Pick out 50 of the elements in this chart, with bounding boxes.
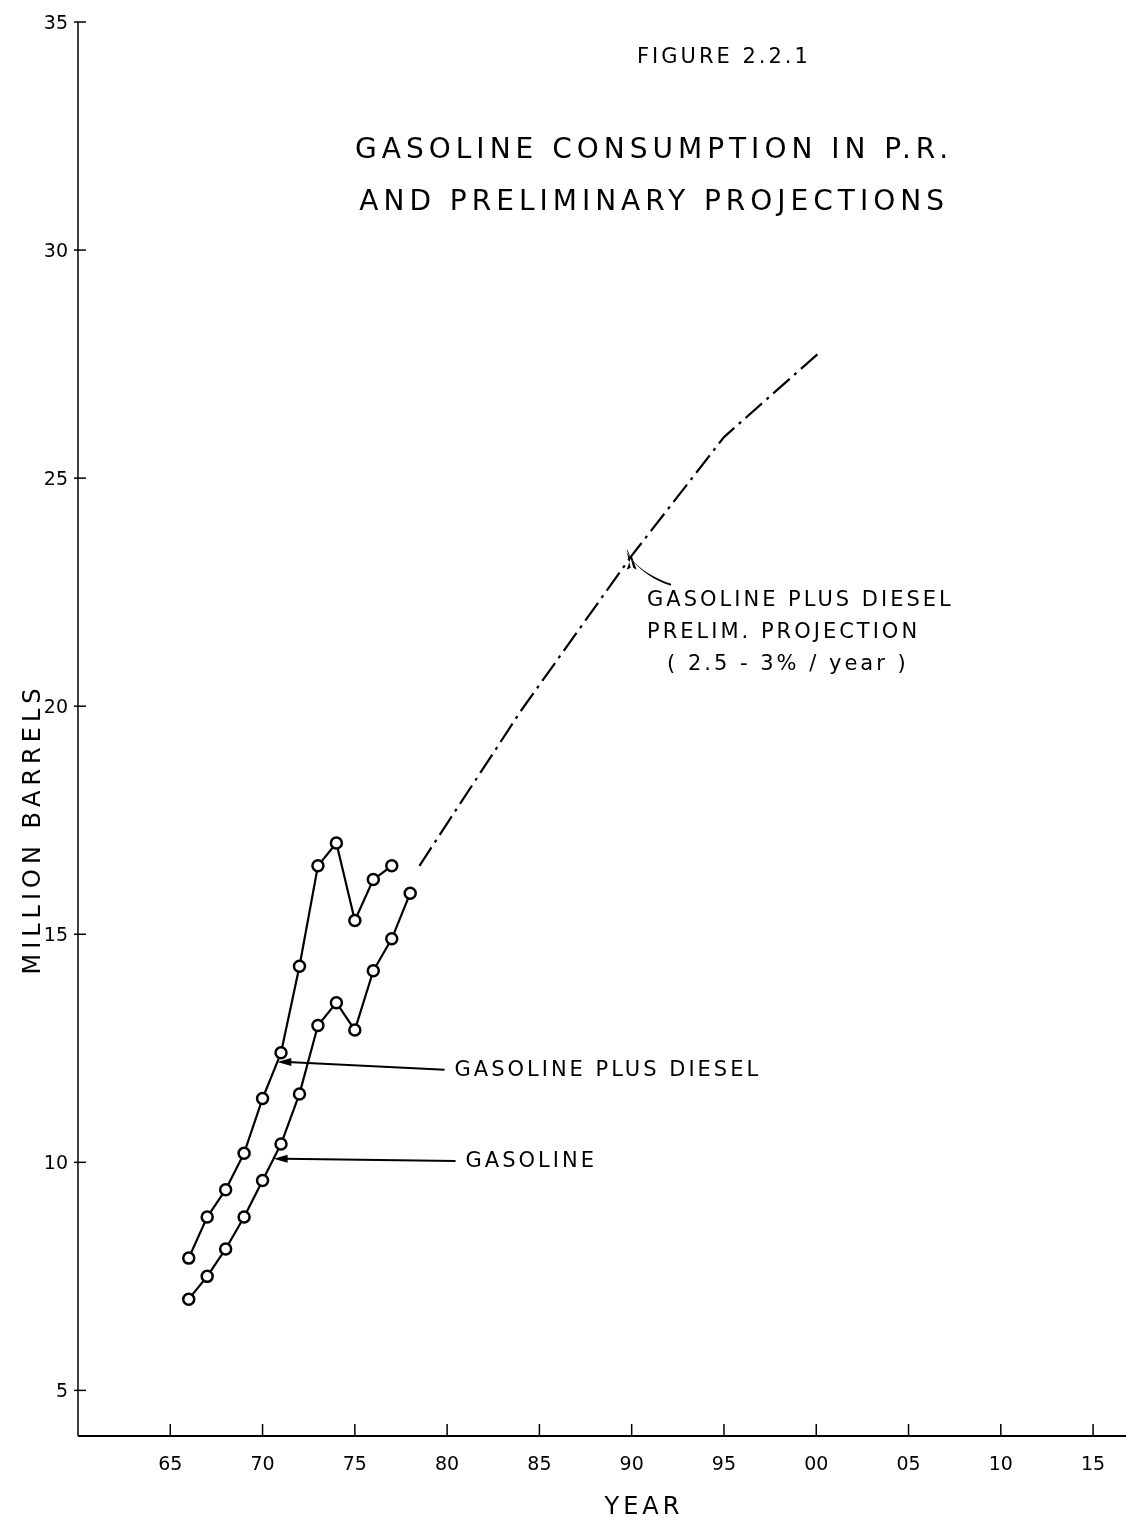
y-tick-label: 10 <box>43 1150 68 1173</box>
text: GASOLINE PLUS DIESEL <box>454 1056 762 1081</box>
point <box>181 1292 196 1306</box>
point <box>329 836 344 850</box>
x-tick-label: 65 <box>158 1452 183 1474</box>
point <box>348 913 362 928</box>
text: GASOLINE <box>465 1147 597 1172</box>
y-tick-label: 15 <box>43 922 68 945</box>
x-tick-label: 75 <box>342 1452 367 1474</box>
x-axis-title: YEAR <box>603 1492 684 1520</box>
point <box>366 872 381 887</box>
point <box>200 1269 214 1284</box>
point <box>292 959 307 973</box>
point <box>218 1182 233 1197</box>
point <box>274 1137 288 1151</box>
point <box>255 1173 270 1188</box>
point <box>385 859 399 873</box>
point <box>403 886 417 900</box>
y-tick-label: 5 <box>55 1379 68 1402</box>
point <box>366 964 381 978</box>
point <box>292 1087 307 1101</box>
y-tick-label: 20 <box>43 694 68 717</box>
x-tick-label: 80 <box>435 1452 460 1474</box>
point <box>329 995 344 1010</box>
point <box>274 1046 288 1060</box>
point <box>181 1251 196 1265</box>
point <box>237 1146 251 1160</box>
x-tick-label: 90 <box>619 1452 644 1474</box>
x-tick-label: 85 <box>527 1452 552 1474</box>
x-tick-label: 15 <box>1080 1452 1106 1474</box>
point <box>385 932 399 946</box>
point <box>200 1210 214 1224</box>
y-axis-title: MILLION BARRELS <box>18 683 46 975</box>
legend-label: GASOLINE PLUS DIESEL PRELIM. PROJECTION ( 2.5 - 3% / year ) <box>647 586 954 675</box>
x-tick-label: 10 <box>988 1452 1013 1474</box>
y-tick-label: 30 <box>43 238 68 261</box>
point <box>218 1242 233 1256</box>
y-tick-label: 35 <box>43 10 68 33</box>
x-tick-label: 95 <box>711 1452 737 1474</box>
point <box>255 1091 270 1106</box>
text: GASOLINE CONSUMPTION IN P.R. AND PRELIMINARY PROJECTIONS <box>355 132 954 217</box>
point <box>348 1023 362 1037</box>
point <box>311 859 325 873</box>
point <box>311 1018 325 1033</box>
x-tick-label: 05 <box>896 1452 921 1474</box>
x-tick-label: 00 <box>804 1452 829 1474</box>
point <box>237 1210 251 1224</box>
annotation: FIGURE 2.2.1 <box>637 44 811 68</box>
y-tick-label: 25 <box>43 466 68 489</box>
x-tick-label: 70 <box>250 1452 275 1474</box>
